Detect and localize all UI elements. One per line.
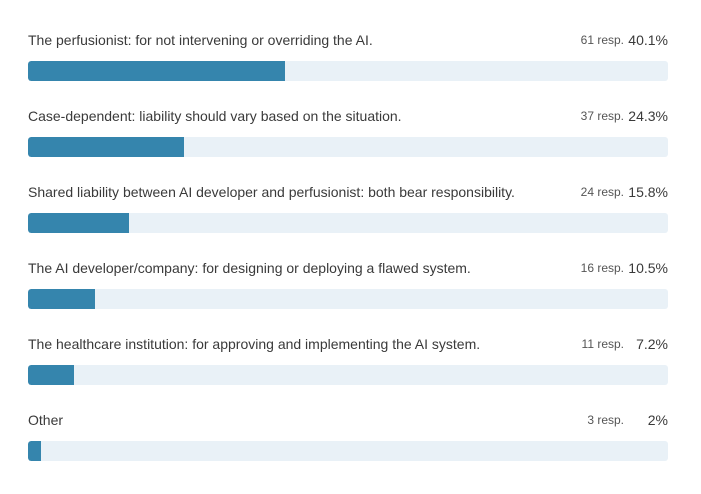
response-count: 61 resp. <box>580 33 624 47</box>
row-header: The perfusionist: for not intervening or… <box>28 28 668 50</box>
response-row: Shared liability between AI developer an… <box>28 180 668 256</box>
bar-track <box>28 61 668 81</box>
bar <box>28 61 285 81</box>
option-label: Shared liability between AI developer an… <box>28 184 515 200</box>
bar-track <box>28 137 668 157</box>
percent-label: 40.1% <box>628 32 668 48</box>
response-row: The AI developer/company: for designing … <box>28 256 668 332</box>
response-row: The perfusionist: for not intervening or… <box>28 28 668 104</box>
bar-track <box>28 289 668 309</box>
bar-track <box>28 441 668 461</box>
percent-label: 15.8% <box>628 184 668 200</box>
row-header: Other 3 resp. 2% <box>28 408 668 430</box>
response-row: The healthcare institution: for approvin… <box>28 332 668 408</box>
row-header: The AI developer/company: for designing … <box>28 256 668 278</box>
row-header: Shared liability between AI developer an… <box>28 180 668 202</box>
row-header: The healthcare institution: for approvin… <box>28 332 668 354</box>
option-label: Other <box>28 412 64 428</box>
option-label: The healthcare institution: for approvin… <box>28 336 481 352</box>
bar <box>28 137 184 157</box>
bar <box>28 289 96 309</box>
percent-label: 2% <box>647 412 668 428</box>
option-label: The perfusionist: for not intervening or… <box>28 32 373 48</box>
row-header: Case-dependent: liability should vary ba… <box>28 104 668 126</box>
option-label: Case-dependent: liability should vary ba… <box>28 108 402 124</box>
percent-label: 10.5% <box>628 260 668 276</box>
bar <box>28 213 130 233</box>
bar-track <box>28 365 668 385</box>
percent-label: 24.3% <box>628 108 668 124</box>
response-count: 37 resp. <box>580 109 624 123</box>
bar-track <box>28 213 668 233</box>
response-list: The perfusionist: for not intervening or… <box>28 28 668 484</box>
response-count: 16 resp. <box>580 261 624 275</box>
response-row: Other 3 resp. 2% <box>28 408 668 484</box>
bar <box>28 441 41 461</box>
bar <box>28 365 75 385</box>
response-count: 3 resp. <box>587 413 624 427</box>
response-row: Case-dependent: liability should vary ba… <box>28 104 668 180</box>
response-count: 24 resp. <box>580 185 624 199</box>
option-label: The AI developer/company: for designing … <box>28 260 471 276</box>
percent-label: 7.2% <box>636 336 668 352</box>
response-count: 11 resp. <box>581 337 624 351</box>
